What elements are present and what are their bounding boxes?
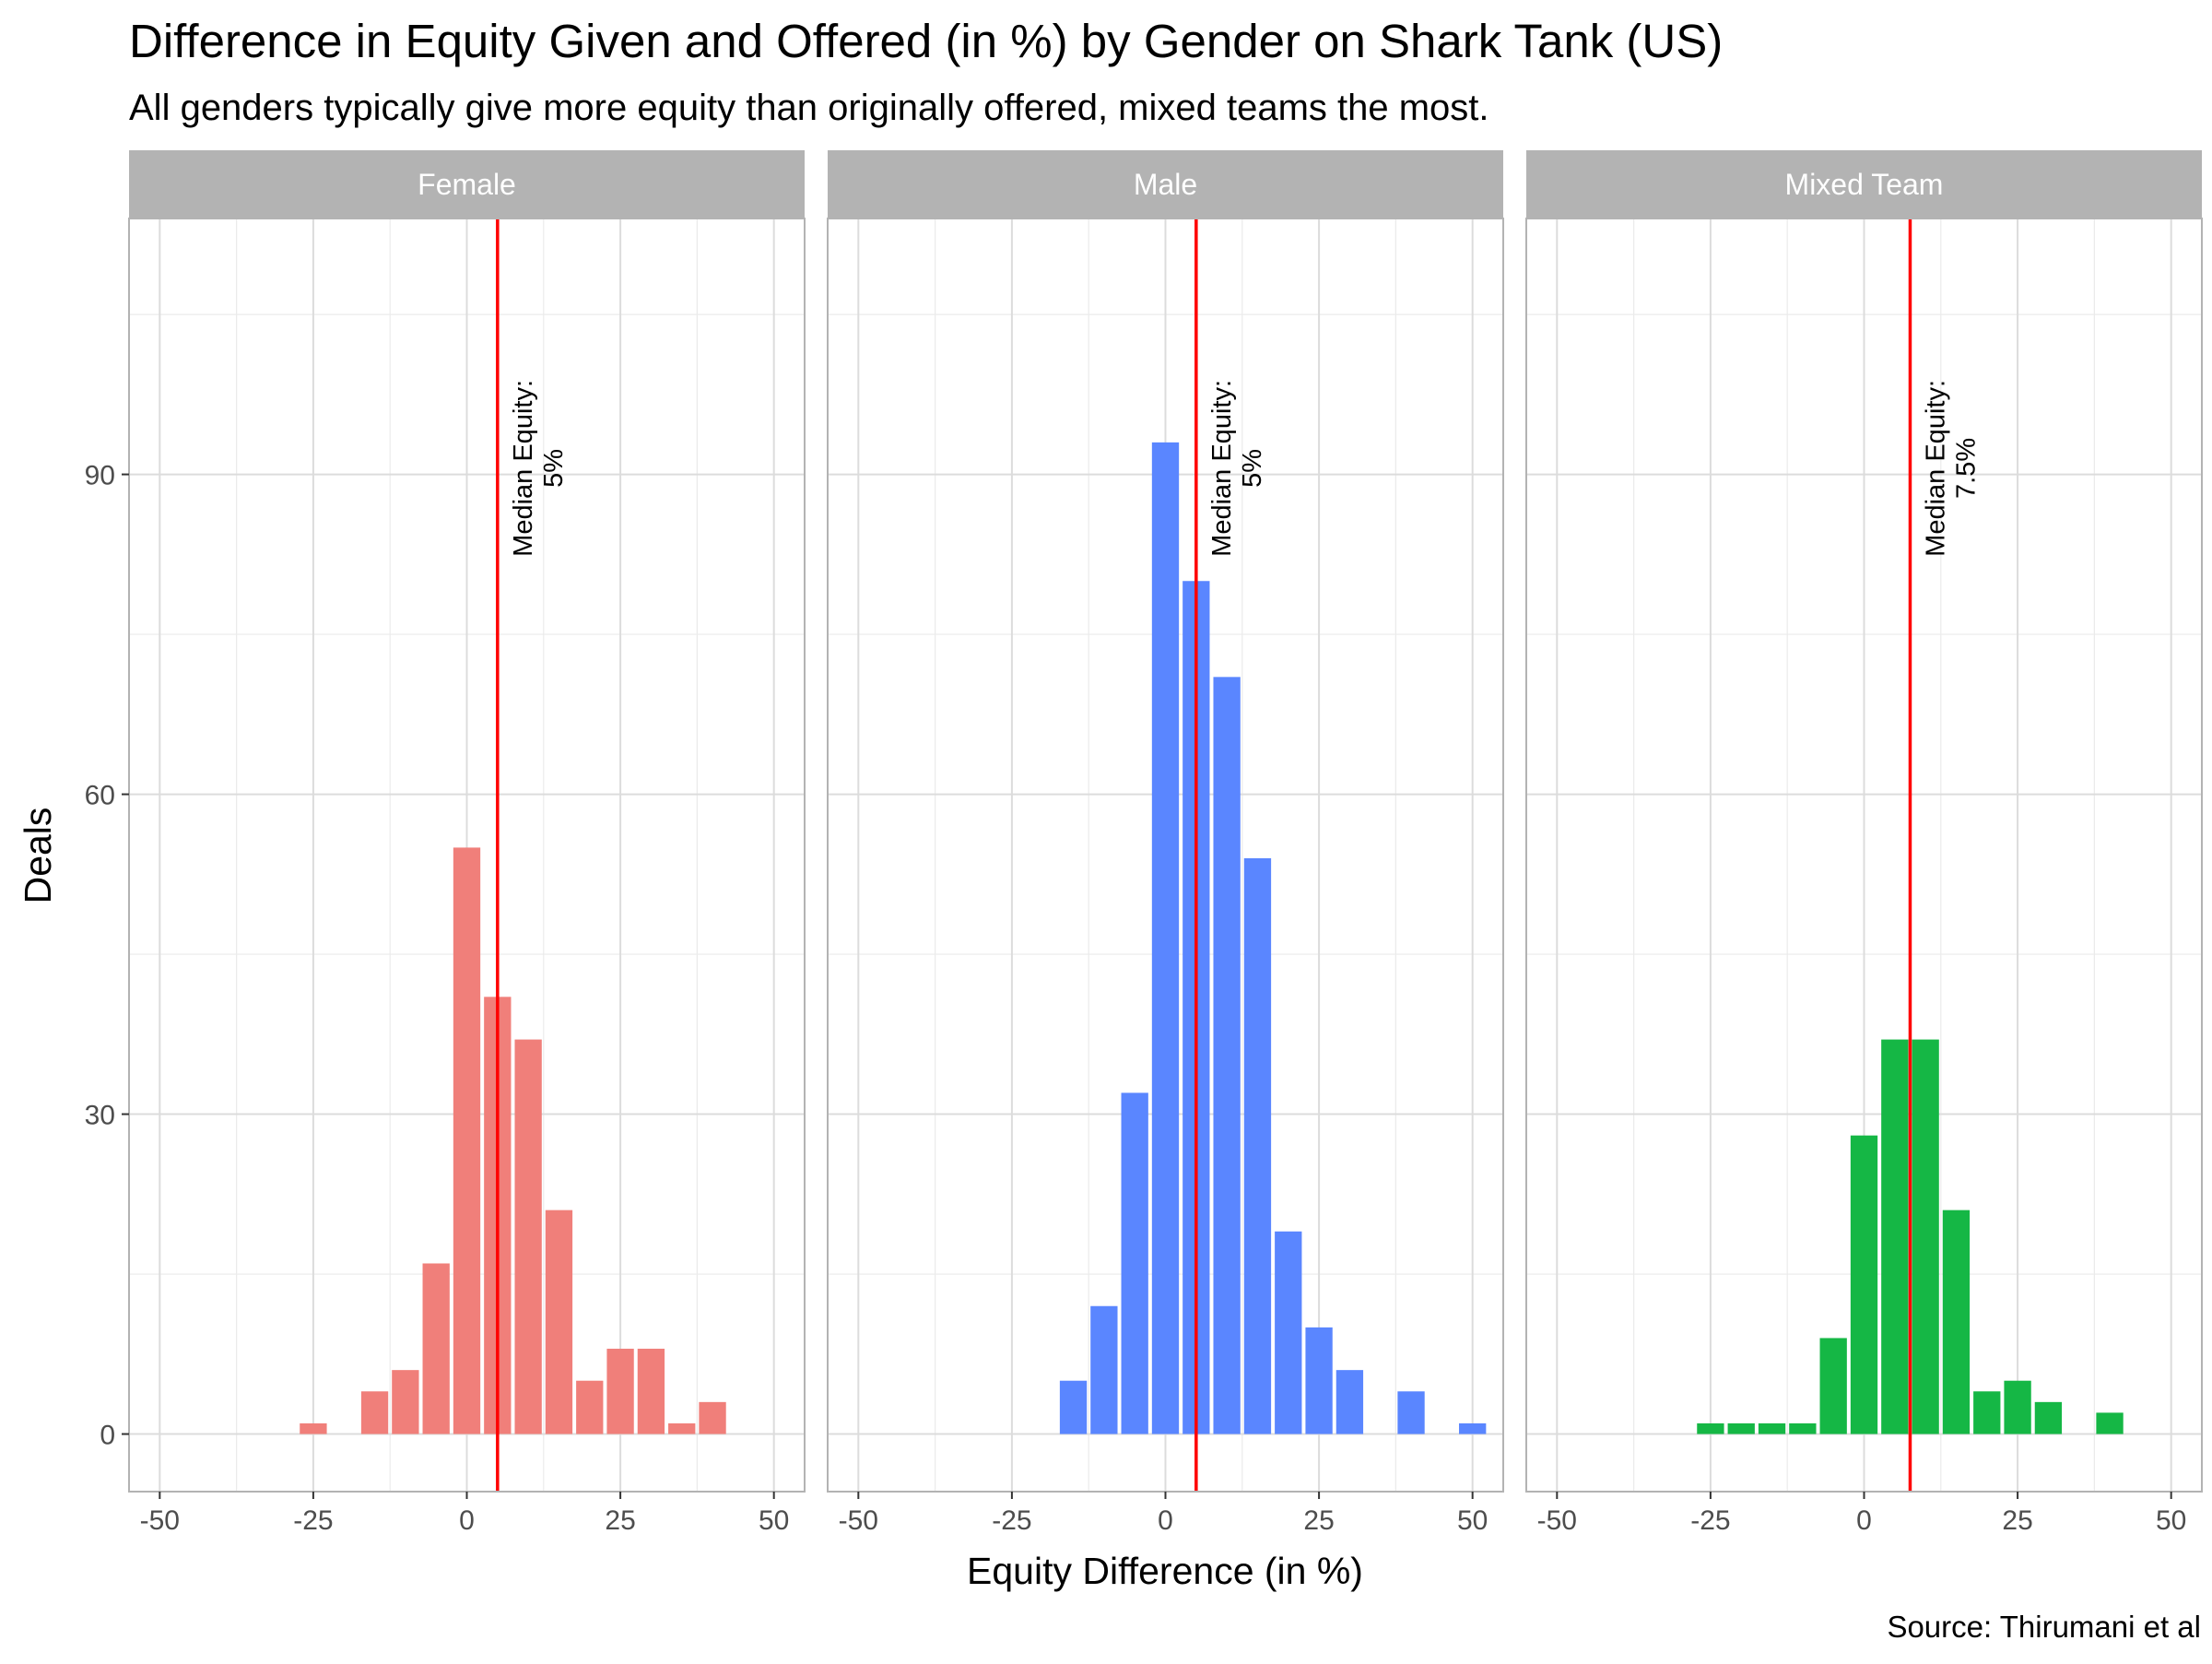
x-tick-label: 50 [1457, 1505, 1488, 1536]
histogram-bar [1459, 1422, 1487, 1434]
x-tick-label: -50 [839, 1505, 878, 1536]
histogram-bar [606, 1349, 634, 1434]
histogram-bar [422, 1263, 450, 1434]
y-tick-label: 60 [85, 781, 115, 811]
x-tick-label: -50 [140, 1505, 180, 1536]
histogram-bar [1151, 442, 1180, 1434]
y-tick-label: 0 [100, 1421, 115, 1451]
median-label-line: 7.5% [1951, 438, 1981, 499]
histogram-bar [2004, 1380, 2031, 1434]
histogram-bar [1942, 1210, 1971, 1434]
facet-strip [1526, 150, 2202, 218]
histogram-bar [637, 1349, 665, 1434]
median-label-line: Median Equity: [1921, 380, 1950, 557]
facet-strip-label: Female [418, 168, 516, 201]
facet-strip-label: Male [1134, 168, 1197, 201]
histogram-bar [1912, 1039, 1939, 1434]
histogram-bar [514, 1039, 542, 1434]
histogram-bar [1213, 677, 1241, 1434]
y-axis-title: Deals [17, 808, 59, 904]
x-tick-label: 0 [1856, 1505, 1872, 1536]
histogram-bar [1243, 857, 1272, 1434]
median-label-line: 5% [1238, 449, 1267, 488]
histogram-bar [1335, 1370, 1364, 1434]
histogram-bar [699, 1401, 726, 1434]
histogram-bar [2034, 1401, 2063, 1434]
y-tick-label: 90 [85, 461, 115, 491]
histogram-bar [1819, 1338, 1847, 1434]
x-tick-label: 25 [605, 1505, 635, 1536]
histogram-bar [300, 1422, 327, 1434]
histogram-bar [1121, 1092, 1148, 1434]
y-tick-label: 30 [85, 1101, 115, 1131]
histogram-bar [2096, 1412, 2124, 1434]
x-tick-label: 0 [459, 1505, 475, 1536]
x-axis-title: Equity Difference (in %) [967, 1550, 1363, 1592]
chart-caption: Source: Thirumani et al [1887, 1610, 2201, 1644]
histogram-bar [1727, 1422, 1755, 1434]
histogram-bar [1881, 1039, 1909, 1434]
histogram-bar [360, 1391, 389, 1434]
facet-panel-2: Mixed Team Median Equity:7.5% -50 -25 0 25 50 [1525, 150, 2203, 1536]
facet-panel-0: Female Median Equity:5% -50 -25 0 25 50 0 30 60 90 [85, 150, 806, 1536]
histogram-bar [1275, 1231, 1302, 1434]
x-tick-label: -25 [1690, 1505, 1730, 1536]
histogram-bar [1789, 1422, 1817, 1434]
x-tick-label: 50 [2156, 1505, 2186, 1536]
x-tick-label: 25 [2002, 1505, 2032, 1536]
histogram-bar [1850, 1135, 1878, 1434]
facet-strip [129, 150, 805, 218]
chart-title: Difference in Equity Given and Offered (… [129, 15, 1723, 67]
histogram-bar [1305, 1327, 1333, 1434]
histogram-bar [1973, 1391, 2001, 1434]
median-label: Median Equity:5% [509, 380, 569, 557]
chart-subtitle: All genders typically give more equity t… [129, 88, 1489, 128]
histogram-bar [1397, 1391, 1425, 1434]
x-tick-label: 0 [1158, 1505, 1173, 1536]
x-tick-label: 50 [759, 1505, 789, 1536]
histogram-bar [392, 1370, 419, 1434]
histogram-bar [668, 1422, 696, 1434]
median-label-line: 5% [539, 449, 569, 488]
histogram-bar [1697, 1422, 1724, 1434]
histogram-bar [1059, 1380, 1088, 1434]
facet-panel-1: Male Median Equity:5% -50 -25 0 25 50 [827, 150, 1504, 1536]
x-tick-label: -25 [293, 1505, 333, 1536]
facet-strip [828, 150, 1503, 218]
histogram-bar [1090, 1305, 1118, 1434]
histogram-bar [1758, 1422, 1786, 1434]
histogram-bar [453, 847, 481, 1434]
median-label: Median Equity:5% [1207, 380, 1267, 557]
median-label-line: Median Equity: [509, 380, 538, 557]
x-tick-label: -50 [1537, 1505, 1577, 1536]
x-tick-label: -25 [992, 1505, 1031, 1536]
x-tick-label: 25 [1303, 1505, 1334, 1536]
histogram-bar [576, 1380, 604, 1434]
facet-strip-label: Mixed Team [1785, 168, 1944, 201]
histogram-bar [545, 1210, 573, 1434]
median-label-line: Median Equity: [1207, 380, 1237, 557]
median-label: Median Equity:7.5% [1921, 380, 1981, 557]
